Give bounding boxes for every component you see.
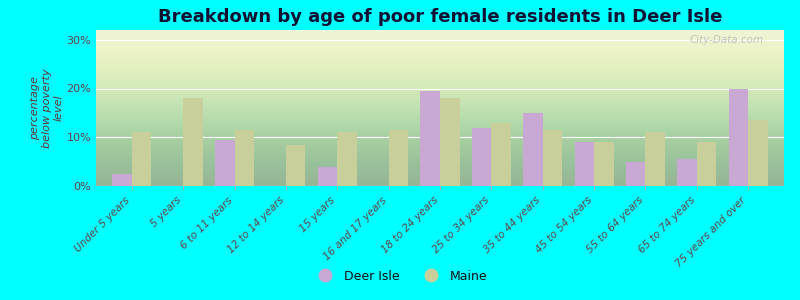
Bar bbox=[132, 132, 151, 186]
Bar bbox=[594, 142, 614, 186]
Bar bbox=[697, 142, 716, 186]
Bar bbox=[491, 123, 511, 186]
Text: City-Data.com: City-Data.com bbox=[690, 35, 763, 45]
Bar bbox=[748, 120, 767, 186]
Bar bbox=[472, 128, 491, 186]
Bar bbox=[646, 132, 665, 186]
Bar bbox=[729, 88, 748, 186]
Bar bbox=[215, 140, 234, 186]
Bar bbox=[113, 174, 132, 186]
Bar bbox=[626, 162, 646, 186]
Bar bbox=[542, 130, 562, 186]
Y-axis label: percentage
below poverty
level: percentage below poverty level bbox=[30, 68, 64, 148]
Bar bbox=[183, 98, 202, 186]
Bar bbox=[678, 159, 697, 186]
Bar bbox=[234, 130, 254, 186]
Legend: Deer Isle, Maine: Deer Isle, Maine bbox=[308, 265, 492, 288]
Bar bbox=[318, 167, 338, 186]
Title: Breakdown by age of poor female residents in Deer Isle: Breakdown by age of poor female resident… bbox=[158, 8, 722, 26]
Bar bbox=[574, 142, 594, 186]
Bar bbox=[440, 98, 459, 186]
Bar bbox=[389, 130, 408, 186]
Bar bbox=[421, 91, 440, 186]
Bar bbox=[523, 113, 542, 186]
Bar bbox=[338, 132, 357, 186]
Bar bbox=[286, 145, 306, 186]
